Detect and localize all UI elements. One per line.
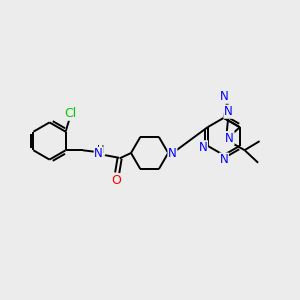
Text: N: N — [225, 132, 234, 145]
Text: N: N — [220, 153, 228, 166]
Text: N: N — [224, 105, 233, 118]
Text: N: N — [220, 90, 229, 103]
Text: N: N — [94, 147, 103, 161]
Text: Cl: Cl — [64, 107, 77, 120]
Text: N: N — [199, 141, 208, 154]
Text: O: O — [112, 174, 122, 187]
Text: H: H — [97, 145, 105, 155]
Text: N: N — [168, 146, 177, 160]
